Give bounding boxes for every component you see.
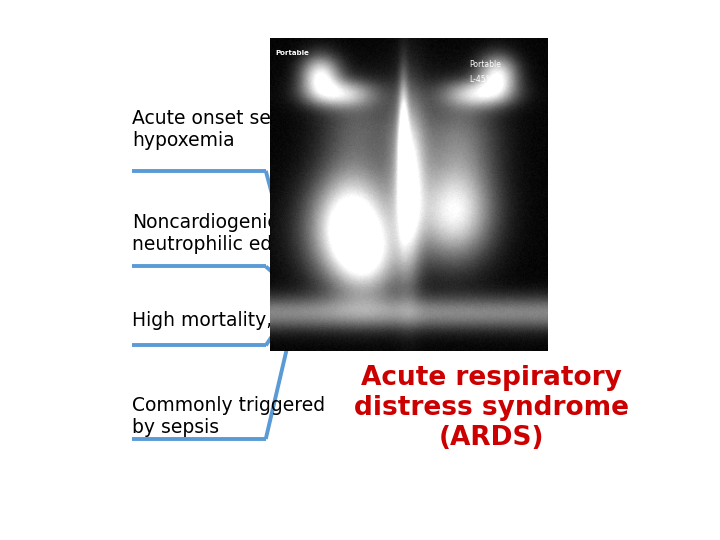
Text: Noncardiogenic,
neutrophilic edema: Noncardiogenic, neutrophilic edema [132,213,313,254]
Text: L-45°: L-45° [469,76,490,84]
Text: Acute respiratory
distress syndrome
(ARDS): Acute respiratory distress syndrome (ARD… [354,365,629,451]
Text: Portable: Portable [469,60,501,69]
Text: Acute onset severe
hypoxemia: Acute onset severe hypoxemia [132,109,312,150]
Text: Commonly triggered
by sepsis: Commonly triggered by sepsis [132,396,325,437]
Text: Portable: Portable [276,50,310,56]
Text: High mortality, morbidity: High mortality, morbidity [132,311,368,330]
